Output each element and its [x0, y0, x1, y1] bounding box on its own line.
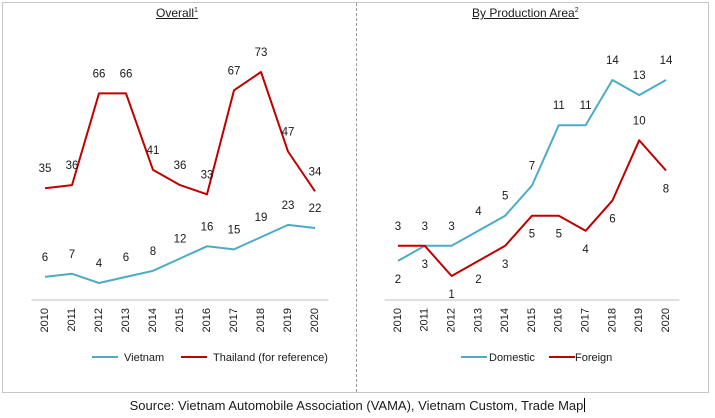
- data-label: 12: [174, 234, 187, 246]
- left-panel-title: Overall1: [156, 6, 198, 20]
- data-label: 66: [93, 68, 106, 80]
- x-tick-label: 2014: [147, 308, 159, 332]
- x-tick-label: 2015: [526, 308, 538, 332]
- series-line-secondary: [398, 139, 667, 277]
- data-label: 3: [422, 259, 428, 271]
- right-panel-title-text: By Production Area: [472, 6, 575, 20]
- data-label: 11: [553, 100, 565, 112]
- x-tick-label: 2016: [553, 308, 565, 332]
- series-line-primary: [44, 223, 316, 284]
- x-tick-label: 2010: [392, 308, 404, 332]
- legend-label: Foreign: [575, 352, 612, 364]
- data-label: 22: [309, 203, 322, 215]
- data-label: 16: [201, 221, 214, 233]
- x-tick-label: 2011: [419, 308, 431, 332]
- x-tick-label: 2018: [255, 308, 267, 332]
- data-label: 5: [529, 229, 535, 241]
- left-panel-title-footnote: 1: [194, 7, 198, 14]
- x-tick-label: 2019: [633, 308, 645, 332]
- data-label: 36: [174, 160, 187, 172]
- data-label: 11: [580, 100, 592, 112]
- data-label: 3: [448, 221, 454, 233]
- chart-panel-2: 2010 2011 2012 2013 2014 2015 2016 2017 2018 2019…: [384, 55, 680, 364]
- data-label: 47: [282, 127, 295, 139]
- data-label: 2: [475, 274, 481, 286]
- source-note: Source: Vietnam Automobile Association (…: [0, 398, 715, 413]
- data-label: 6: [42, 252, 48, 264]
- data-label: 6: [609, 214, 615, 226]
- x-tick-label: 2020: [660, 308, 672, 332]
- data-label: 15: [228, 224, 241, 236]
- text-cursor: [584, 398, 586, 412]
- x-tick-label: 2017: [228, 308, 240, 332]
- x-tick-label: 2017: [580, 308, 592, 332]
- x-tick-label: 2018: [606, 308, 618, 332]
- x-tick-label: 2013: [472, 308, 484, 332]
- data-label: 4: [475, 206, 482, 218]
- data-label: 41: [147, 145, 160, 157]
- series-line-secondary: [44, 71, 316, 196]
- data-label: 23: [282, 200, 295, 212]
- x-tick-label: 2014: [499, 308, 511, 332]
- data-label: 5: [556, 229, 562, 241]
- data-label: 7: [69, 249, 75, 261]
- data-label: 3: [502, 259, 508, 271]
- data-label: 35: [39, 163, 52, 175]
- data-label: 10: [633, 115, 646, 127]
- x-tick-label: 2010: [39, 308, 51, 332]
- x-tick-label: 2020: [309, 308, 321, 332]
- panel-divider: [356, 3, 357, 392]
- left-panel-title-text: Overall: [156, 6, 195, 20]
- data-label: 3: [422, 221, 428, 233]
- data-label: 14: [660, 55, 673, 67]
- x-tick-label: 2019: [282, 308, 294, 332]
- legend-label: Thailand (for reference): [213, 352, 328, 364]
- data-label: 6: [123, 252, 129, 264]
- data-label: 13: [633, 70, 646, 82]
- data-label: 1: [448, 289, 454, 301]
- legend-label: Vietnam: [124, 352, 164, 364]
- data-label: 66: [120, 68, 133, 80]
- source-text: Source: Vietnam Automobile Association (…: [129, 398, 584, 413]
- x-tick-label: 2012: [446, 308, 458, 332]
- data-label: 19: [255, 212, 268, 224]
- data-label: 33: [201, 169, 214, 181]
- data-label: 14: [606, 55, 619, 67]
- data-label: 73: [255, 47, 268, 59]
- data-label: 5: [502, 191, 508, 203]
- x-tick-label: 2011: [66, 308, 78, 332]
- x-tick-label: 2012: [93, 308, 105, 332]
- x-tick-label: 2016: [201, 308, 213, 332]
- figure-frame: [2, 2, 709, 393]
- data-label: 4: [96, 258, 103, 270]
- series-line-primary: [397, 79, 667, 262]
- right-panel-title-footnote: 2: [574, 7, 579, 14]
- chart-panel-1: 2010 2011 2012 2013 2014 2015 2016 2017 2018 2019…: [31, 47, 329, 364]
- data-label: 8: [663, 183, 669, 195]
- x-tick-label: 2015: [174, 308, 186, 332]
- data-label: 36: [66, 160, 79, 172]
- data-label: 67: [228, 65, 241, 77]
- data-label: 7: [529, 161, 535, 173]
- data-label: 2: [395, 274, 401, 286]
- right-panel-title: By Production Area2: [472, 6, 579, 20]
- data-label: 3: [395, 221, 401, 233]
- data-label: 4: [582, 244, 589, 256]
- x-tick-label: 2013: [120, 308, 132, 332]
- data-label: 34: [309, 166, 322, 178]
- legend-label: Domestic: [489, 352, 535, 364]
- data-label: 8: [150, 246, 156, 258]
